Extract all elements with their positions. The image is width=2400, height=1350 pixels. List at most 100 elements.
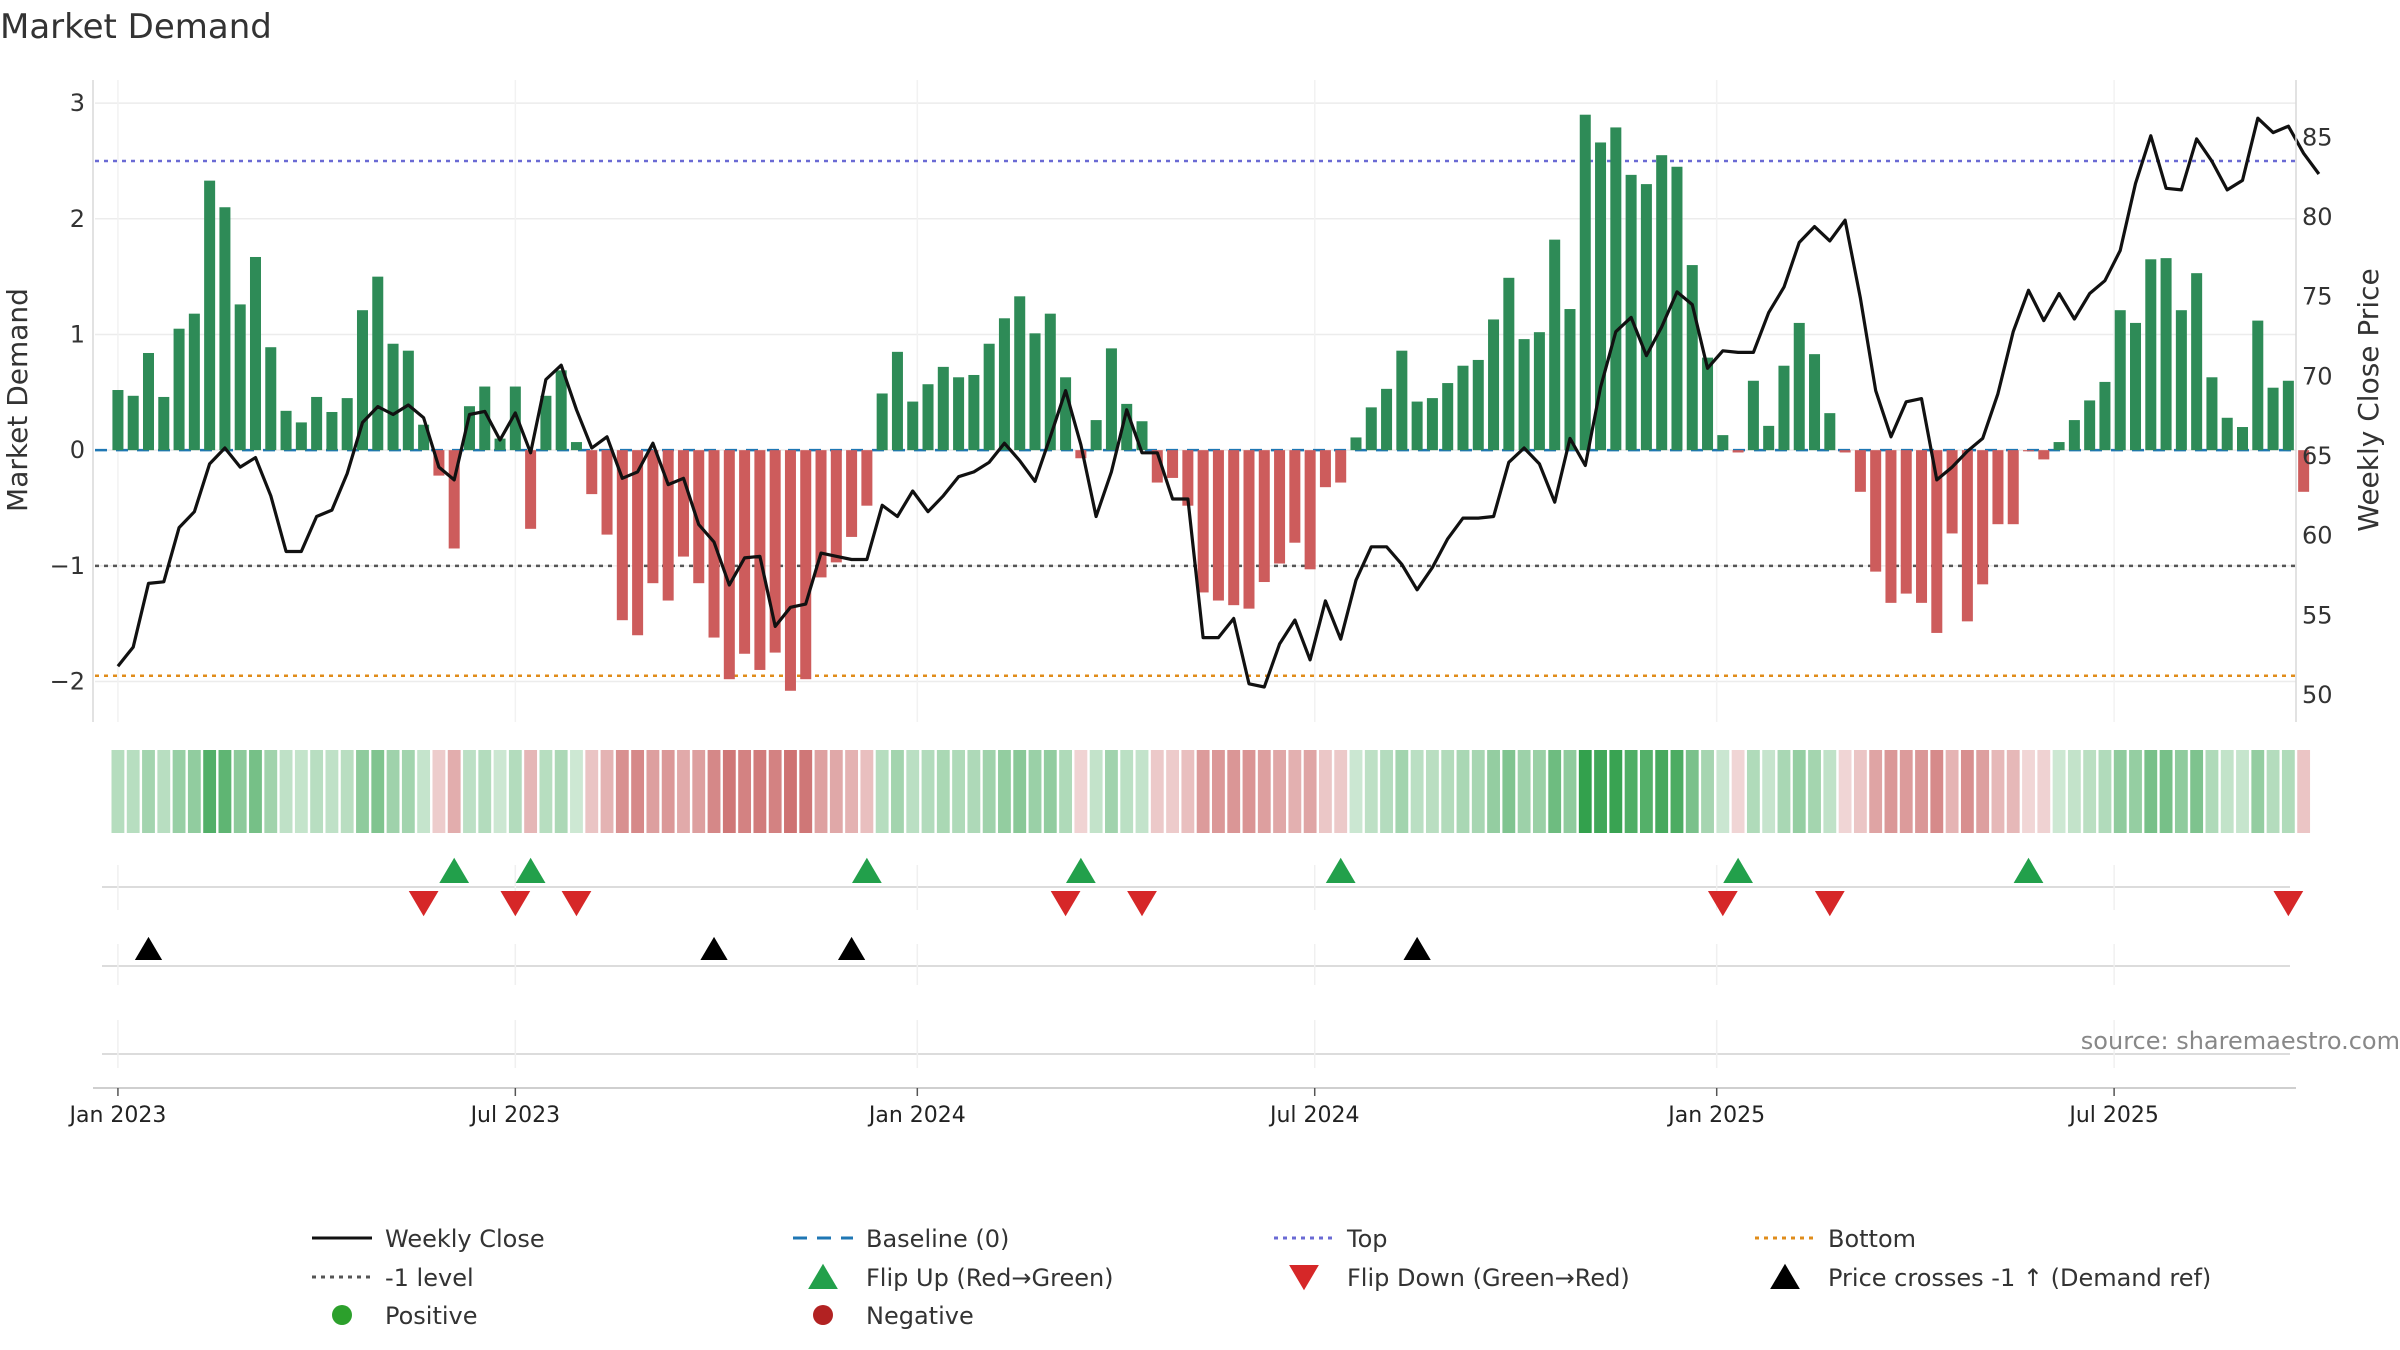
strip-cell [1013, 750, 1027, 833]
positive-bar [1381, 388, 1393, 451]
strip-cell [554, 750, 568, 833]
positive-bar [1365, 407, 1377, 451]
strip-cell [1441, 750, 1455, 833]
flip-up-marker [439, 857, 470, 883]
positive-bar [1121, 403, 1133, 451]
strip-cell [2251, 750, 2265, 833]
strip-cell [998, 750, 1011, 833]
positive-bar [1656, 155, 1668, 451]
positive-bar [1029, 333, 1041, 451]
positive-bar [2053, 442, 2065, 451]
positive-bar [326, 411, 338, 451]
legend-label: Weekly Close [385, 1225, 545, 1253]
demand-bars [112, 114, 2310, 691]
strip-cell [2006, 750, 2020, 833]
negative-bar [601, 450, 613, 535]
strip-cell [1273, 750, 1286, 833]
positive-bar [2206, 377, 2218, 451]
y-tick-label: 0 [70, 436, 85, 464]
y-tick-label: 2 [70, 205, 85, 233]
strip-cell [829, 750, 843, 833]
strip-cell [294, 750, 308, 833]
positive-bar [540, 395, 552, 451]
strip-cell [1578, 750, 1592, 833]
positive-bar [1426, 398, 1438, 451]
strip-cell [2052, 750, 2066, 833]
flip-down-marker [408, 891, 439, 917]
y2-tick-label: 80 [2302, 203, 2333, 231]
signal-rows [102, 857, 2304, 1068]
negative-bar [448, 450, 460, 549]
strip-cell [2113, 750, 2127, 833]
strip-cell [875, 750, 889, 833]
positive-bar [1503, 277, 1515, 451]
positive-bar [234, 304, 246, 451]
strip-cell [1960, 750, 1974, 833]
legend-item: Price crosses -1 ↑ (Demand ref) [1770, 1263, 2211, 1292]
positive-bar [570, 442, 582, 451]
legend-item: Flip Down (Green→Red) [1289, 1264, 1630, 1292]
negative-bar [1854, 450, 1866, 492]
positive-bar [112, 390, 124, 451]
negative-bar [1992, 450, 2004, 525]
strip-cell [386, 750, 400, 833]
price-cross-marker [1403, 936, 1431, 960]
strip-cell [432, 750, 446, 833]
positive-bar [922, 384, 934, 451]
positive-bar [2114, 310, 2126, 451]
negative-bar [1274, 450, 1286, 564]
negative-bar [1151, 450, 1163, 483]
positive-bar [1747, 380, 1759, 451]
strip-cell [2205, 750, 2219, 833]
strip-cell [1089, 750, 1103, 833]
x-tick-label: Jan 2023 [67, 1103, 166, 1128]
positive-bar [2068, 420, 2080, 451]
positive-bar [1640, 184, 1652, 451]
strip-cell [1196, 750, 1210, 833]
positive-bar [1702, 357, 1714, 451]
negative-bar [1075, 450, 1087, 459]
strip-cell [1945, 750, 1959, 833]
strip-cell [417, 750, 431, 833]
flip-down-marker [500, 891, 531, 917]
positive-bar [1809, 354, 1821, 451]
x-tick-label: Jul 2025 [2067, 1103, 2159, 1128]
negative-bar [1182, 450, 1194, 506]
positive-bar [1824, 413, 1836, 451]
negative-bar [1977, 450, 1989, 585]
negative-bar [830, 450, 842, 563]
negative-bar [2298, 450, 2310, 492]
strip-cell [753, 750, 767, 833]
negative-bar [2023, 450, 2035, 452]
strip-cell [478, 750, 492, 833]
strip-cell [340, 750, 354, 833]
negative-bar [586, 450, 598, 495]
positive-bar [280, 410, 292, 451]
strip-cell [722, 750, 736, 833]
strip-cell [401, 750, 415, 833]
strip-cell [1792, 750, 1806, 833]
strip-cell [768, 750, 782, 833]
strip-cell [1517, 750, 1531, 833]
strip-cell [1410, 750, 1424, 833]
negative-bar [647, 450, 659, 584]
strip-cell [1059, 750, 1072, 833]
strip-cell [1670, 750, 1684, 833]
negative-bar [739, 450, 751, 654]
strip-cell [1425, 750, 1439, 833]
strip-cell [203, 750, 217, 833]
positive-bar [295, 422, 307, 451]
positive-bar [2175, 310, 2187, 451]
negative-bar [2007, 450, 2019, 525]
legend-item: Flip Up (Red→Green) [808, 1263, 1114, 1292]
positive-bar [1472, 359, 1484, 451]
strip-cell [249, 750, 262, 833]
strip-cell [1808, 750, 1821, 833]
strip-cell [1257, 750, 1271, 833]
positive-bar [1564, 309, 1576, 451]
positive-bar [2160, 258, 2172, 451]
strip-cell [1135, 750, 1149, 833]
strip-cell [936, 750, 950, 833]
positive-bar [907, 401, 919, 451]
strip-cell [1532, 750, 1546, 833]
